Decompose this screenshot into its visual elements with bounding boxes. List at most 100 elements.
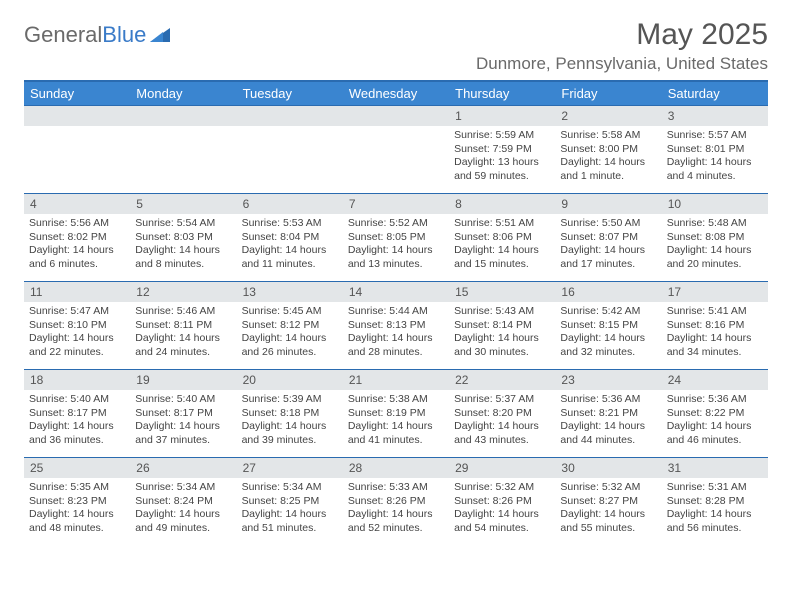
day-details: Sunrise: 5:58 AMSunset: 8:00 PMDaylight:… <box>555 126 661 186</box>
day-details: Sunrise: 5:37 AMSunset: 8:20 PMDaylight:… <box>449 390 555 450</box>
day-number <box>237 106 343 126</box>
calendar-cell: 18Sunrise: 5:40 AMSunset: 8:17 PMDayligh… <box>24 370 130 458</box>
day-details: Sunrise: 5:40 AMSunset: 8:17 PMDaylight:… <box>24 390 130 450</box>
brand-logo: GeneralBlue <box>24 22 172 48</box>
calendar-cell: 10Sunrise: 5:48 AMSunset: 8:08 PMDayligh… <box>662 194 768 282</box>
day-number: 23 <box>555 370 661 390</box>
day-details: Sunrise: 5:41 AMSunset: 8:16 PMDaylight:… <box>662 302 768 362</box>
day-number: 11 <box>24 282 130 302</box>
calendar-cell: 29Sunrise: 5:32 AMSunset: 8:26 PMDayligh… <box>449 458 555 546</box>
day-details: Sunrise: 5:38 AMSunset: 8:19 PMDaylight:… <box>343 390 449 450</box>
day-details: Sunrise: 5:32 AMSunset: 8:27 PMDaylight:… <box>555 478 661 538</box>
day-number <box>343 106 449 126</box>
day-number: 18 <box>24 370 130 390</box>
day-number: 26 <box>130 458 236 478</box>
calendar-cell: 25Sunrise: 5:35 AMSunset: 8:23 PMDayligh… <box>24 458 130 546</box>
calendar-cell: 27Sunrise: 5:34 AMSunset: 8:25 PMDayligh… <box>237 458 343 546</box>
day-number: 24 <box>662 370 768 390</box>
calendar-cell: 30Sunrise: 5:32 AMSunset: 8:27 PMDayligh… <box>555 458 661 546</box>
day-number: 28 <box>343 458 449 478</box>
day-number: 2 <box>555 106 661 126</box>
day-details: Sunrise: 5:50 AMSunset: 8:07 PMDaylight:… <box>555 214 661 274</box>
day-details: Sunrise: 5:32 AMSunset: 8:26 PMDaylight:… <box>449 478 555 538</box>
day-details: Sunrise: 5:42 AMSunset: 8:15 PMDaylight:… <box>555 302 661 362</box>
day-details: Sunrise: 5:56 AMSunset: 8:02 PMDaylight:… <box>24 214 130 274</box>
calendar-cell: 15Sunrise: 5:43 AMSunset: 8:14 PMDayligh… <box>449 282 555 370</box>
day-header: Saturday <box>662 81 768 106</box>
day-number: 14 <box>343 282 449 302</box>
calendar-cell: 16Sunrise: 5:42 AMSunset: 8:15 PMDayligh… <box>555 282 661 370</box>
day-number: 17 <box>662 282 768 302</box>
day-details: Sunrise: 5:39 AMSunset: 8:18 PMDaylight:… <box>237 390 343 450</box>
calendar-cell: 9Sunrise: 5:50 AMSunset: 8:07 PMDaylight… <box>555 194 661 282</box>
day-details: Sunrise: 5:51 AMSunset: 8:06 PMDaylight:… <box>449 214 555 274</box>
day-details: Sunrise: 5:57 AMSunset: 8:01 PMDaylight:… <box>662 126 768 186</box>
calendar-table: SundayMondayTuesdayWednesdayThursdayFrid… <box>24 80 768 546</box>
day-details: Sunrise: 5:34 AMSunset: 8:24 PMDaylight:… <box>130 478 236 538</box>
location-text: Dunmore, Pennsylvania, United States <box>476 54 768 74</box>
day-number: 7 <box>343 194 449 214</box>
calendar-cell: 28Sunrise: 5:33 AMSunset: 8:26 PMDayligh… <box>343 458 449 546</box>
calendar-cell: 7Sunrise: 5:52 AMSunset: 8:05 PMDaylight… <box>343 194 449 282</box>
day-number: 19 <box>130 370 236 390</box>
calendar-cell: 19Sunrise: 5:40 AMSunset: 8:17 PMDayligh… <box>130 370 236 458</box>
day-number: 1 <box>449 106 555 126</box>
day-number: 8 <box>449 194 555 214</box>
day-details: Sunrise: 5:43 AMSunset: 8:14 PMDaylight:… <box>449 302 555 362</box>
calendar-cell: 3Sunrise: 5:57 AMSunset: 8:01 PMDaylight… <box>662 106 768 194</box>
calendar-cell: 2Sunrise: 5:58 AMSunset: 8:00 PMDaylight… <box>555 106 661 194</box>
day-header: Thursday <box>449 81 555 106</box>
calendar-cell: 5Sunrise: 5:54 AMSunset: 8:03 PMDaylight… <box>130 194 236 282</box>
day-details: Sunrise: 5:59 AMSunset: 7:59 PMDaylight:… <box>449 126 555 186</box>
day-number <box>130 106 236 126</box>
day-number: 6 <box>237 194 343 214</box>
day-header: Tuesday <box>237 81 343 106</box>
calendar-week: 18Sunrise: 5:40 AMSunset: 8:17 PMDayligh… <box>24 370 768 458</box>
day-number: 5 <box>130 194 236 214</box>
calendar-page: GeneralBlue May 2025 Dunmore, Pennsylvan… <box>0 0 792 556</box>
calendar-cell: 24Sunrise: 5:36 AMSunset: 8:22 PMDayligh… <box>662 370 768 458</box>
day-details: Sunrise: 5:46 AMSunset: 8:11 PMDaylight:… <box>130 302 236 362</box>
day-header-row: SundayMondayTuesdayWednesdayThursdayFrid… <box>24 81 768 106</box>
day-header: Wednesday <box>343 81 449 106</box>
day-number: 30 <box>555 458 661 478</box>
month-title: May 2025 <box>476 18 768 52</box>
day-number <box>24 106 130 126</box>
calendar-cell: 31Sunrise: 5:31 AMSunset: 8:28 PMDayligh… <box>662 458 768 546</box>
day-details: Sunrise: 5:48 AMSunset: 8:08 PMDaylight:… <box>662 214 768 274</box>
calendar-cell: 17Sunrise: 5:41 AMSunset: 8:16 PMDayligh… <box>662 282 768 370</box>
calendar-cell: 6Sunrise: 5:53 AMSunset: 8:04 PMDaylight… <box>237 194 343 282</box>
day-number: 31 <box>662 458 768 478</box>
calendar-week: 4Sunrise: 5:56 AMSunset: 8:02 PMDaylight… <box>24 194 768 282</box>
calendar-cell: 26Sunrise: 5:34 AMSunset: 8:24 PMDayligh… <box>130 458 236 546</box>
day-details: Sunrise: 5:45 AMSunset: 8:12 PMDaylight:… <box>237 302 343 362</box>
day-header: Sunday <box>24 81 130 106</box>
calendar-cell: 20Sunrise: 5:39 AMSunset: 8:18 PMDayligh… <box>237 370 343 458</box>
title-block: May 2025 Dunmore, Pennsylvania, United S… <box>476 18 768 74</box>
day-details: Sunrise: 5:53 AMSunset: 8:04 PMDaylight:… <box>237 214 343 274</box>
calendar-cell: 22Sunrise: 5:37 AMSunset: 8:20 PMDayligh… <box>449 370 555 458</box>
day-number: 20 <box>237 370 343 390</box>
day-details: Sunrise: 5:31 AMSunset: 8:28 PMDaylight:… <box>662 478 768 538</box>
calendar-cell: 4Sunrise: 5:56 AMSunset: 8:02 PMDaylight… <box>24 194 130 282</box>
calendar-cell <box>130 106 236 194</box>
calendar-cell: 1Sunrise: 5:59 AMSunset: 7:59 PMDaylight… <box>449 106 555 194</box>
day-details: Sunrise: 5:35 AMSunset: 8:23 PMDaylight:… <box>24 478 130 538</box>
day-details: Sunrise: 5:33 AMSunset: 8:26 PMDaylight:… <box>343 478 449 538</box>
day-details: Sunrise: 5:34 AMSunset: 8:25 PMDaylight:… <box>237 478 343 538</box>
day-number: 12 <box>130 282 236 302</box>
brand-part2: Blue <box>102 22 146 48</box>
brand-part1: General <box>24 22 102 48</box>
day-details: Sunrise: 5:36 AMSunset: 8:22 PMDaylight:… <box>662 390 768 450</box>
day-number: 15 <box>449 282 555 302</box>
day-details: Sunrise: 5:36 AMSunset: 8:21 PMDaylight:… <box>555 390 661 450</box>
page-header: GeneralBlue May 2025 Dunmore, Pennsylvan… <box>24 18 768 74</box>
day-number: 25 <box>24 458 130 478</box>
calendar-cell: 14Sunrise: 5:44 AMSunset: 8:13 PMDayligh… <box>343 282 449 370</box>
day-number: 29 <box>449 458 555 478</box>
calendar-body: 1Sunrise: 5:59 AMSunset: 7:59 PMDaylight… <box>24 106 768 546</box>
sail-icon <box>148 26 172 44</box>
day-number: 4 <box>24 194 130 214</box>
day-number: 9 <box>555 194 661 214</box>
day-number: 16 <box>555 282 661 302</box>
